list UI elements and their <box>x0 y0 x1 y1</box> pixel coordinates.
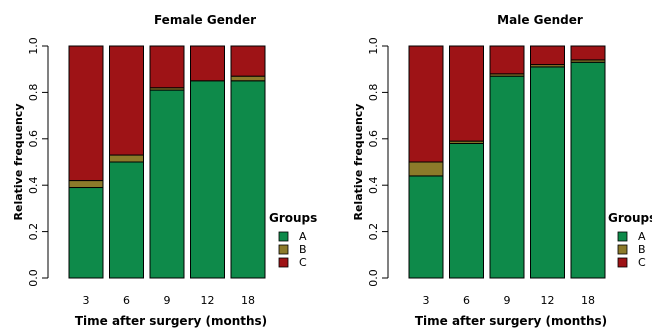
chart-panel-1: Female Gender 0.0 0.2 0.4 0.6 0.8 1.0 Relative … <box>12 13 317 328</box>
y-tick-label: 0.0 <box>27 269 40 287</box>
legend-label-A: A <box>299 230 307 243</box>
bar-3-B <box>408 161 444 177</box>
bar-3-A <box>408 175 444 279</box>
y-tick-label: 0.2 <box>367 223 380 241</box>
y-tick-label: 1.0 <box>367 37 380 55</box>
bar-6-A <box>449 142 484 279</box>
x-tick-label: 9 <box>504 294 511 307</box>
y-tick-label: 0.8 <box>367 84 380 102</box>
legend-swatch-A <box>617 231 628 242</box>
y-tick-label: 1.0 <box>27 37 40 55</box>
legend-label-C: C <box>299 256 307 269</box>
bar-18-A <box>570 61 606 279</box>
legend-swatch-A <box>278 231 289 242</box>
bar-3-C <box>408 45 444 163</box>
x-tick-label: 9 <box>164 294 171 307</box>
chart-title: Female Gender <box>154 13 256 27</box>
legend-title: Groups <box>608 211 652 225</box>
bar-12-C <box>530 45 565 66</box>
y-tick-label: 0.6 <box>367 130 380 148</box>
x-tick-label: 3 <box>83 294 90 307</box>
legend-label-B: B <box>299 243 307 256</box>
y-tick-label: 0.4 <box>367 176 380 194</box>
bar-3-A <box>68 187 104 279</box>
x-tick-label: 6 <box>463 294 470 307</box>
bar-18-C <box>570 45 606 61</box>
x-tick-label: 12 <box>541 294 555 307</box>
legend-swatch-B <box>617 244 628 255</box>
bar-6-C <box>109 45 144 156</box>
bar-18-C <box>230 45 266 77</box>
x-axis-label: Time after surgery (months) <box>415 314 607 328</box>
bar-12-C <box>190 45 225 82</box>
legend-swatch-B <box>278 244 289 255</box>
bar-12-A <box>190 80 225 279</box>
y-tick-label: 0.2 <box>27 223 40 241</box>
legend-label-A: A <box>638 230 646 243</box>
legend-title: Groups <box>269 211 317 225</box>
bar-3-B <box>68 180 104 189</box>
bar-6-A <box>109 161 144 279</box>
legend-label-B: B <box>638 243 646 256</box>
bar-9-A <box>149 89 185 279</box>
y-axis-label: Relative frequency <box>352 104 365 221</box>
bar-9-C <box>489 45 525 75</box>
bar-3-C <box>68 45 104 182</box>
x-axis-label: Time after surgery (months) <box>75 314 267 328</box>
bar-6-B <box>109 154 144 163</box>
chart-title: Male Gender <box>497 13 583 27</box>
bar-12-A <box>530 66 565 279</box>
bar-9-A <box>489 75 525 279</box>
x-tick-label: 3 <box>423 294 430 307</box>
bar-18-A <box>230 80 266 279</box>
x-tick-label: 18 <box>581 294 595 307</box>
legend: Groups ABC <box>608 211 652 269</box>
y-tick-label: 0.6 <box>27 130 40 148</box>
bar-6-C <box>449 45 484 142</box>
legend-swatch-C <box>278 257 289 268</box>
x-tick-label: 18 <box>241 294 255 307</box>
legend-swatch-C <box>617 257 628 268</box>
chart-panel-2: Male Gender 0.0 0.2 0.4 0.6 0.8 1.0 Relative fr… <box>352 13 652 328</box>
x-tick-label: 6 <box>123 294 130 307</box>
x-tick-label: 12 <box>201 294 215 307</box>
bar-9-C <box>149 45 185 89</box>
y-tick-label: 0.8 <box>27 84 40 102</box>
legend: Groups ABC <box>269 211 317 269</box>
y-tick-label: 0.0 <box>367 269 380 287</box>
legend-label-C: C <box>638 256 646 269</box>
y-tick-label: 0.4 <box>27 176 40 194</box>
bar-18-B <box>230 75 266 82</box>
y-axis-label: Relative frequency <box>12 104 25 221</box>
